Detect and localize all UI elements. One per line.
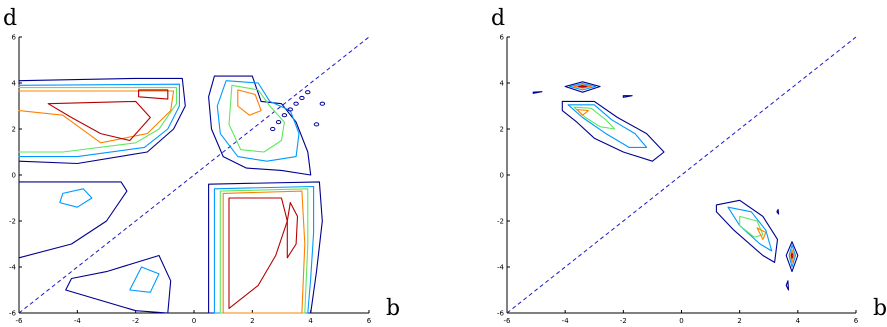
contour-line [59,188,93,208]
contour-ring-marker [319,101,326,106]
contour-line [18,77,186,165]
contour-ring-marker [287,107,293,112]
y-tick-label: 0 [500,172,504,180]
contour-line [577,85,588,88]
contour-line [790,249,795,263]
diagonal-reference-line [506,36,857,314]
x-axis-label: b [386,296,400,321]
x-tick-label: -4 [562,317,570,325]
contour-line [573,84,592,89]
y-axis-label: d [491,6,505,31]
y-tick-label: -4 [9,264,17,272]
y-tick-label: 2 [12,126,16,134]
y-tick-label: 2 [500,126,504,134]
contour-line [622,95,633,98]
x-tick-label: 0 [679,317,683,325]
contour-line [790,252,794,259]
contour-line [785,241,799,273]
contour-line [568,82,597,91]
contour-line [561,100,665,162]
contour-line [564,81,601,93]
contour-line [18,181,128,259]
x-tick-label: 2 [250,317,254,325]
contour-line [788,244,797,268]
x-tick-label: 6 [367,317,372,325]
contour-ring-marker [313,122,320,127]
contour-ring-marker [299,95,305,101]
y-tick-label: -2 [9,218,16,226]
contour-ring-marker [293,101,299,106]
contour-line [222,190,306,314]
x-tick-label: -2 [132,317,139,325]
contour-line [532,91,543,94]
x-axis-label: b [873,296,887,321]
contour-ring-marker [275,120,282,125]
y-tick-label: -6 [497,310,505,318]
contour-line [47,100,151,142]
contour-line [228,84,285,153]
contour-line [237,89,262,116]
contour-panel-right: -6 -4 -2 0 2 4 6 -6 -4 -2 0 2 4 6 d b [491,6,887,325]
contour-line [129,266,160,293]
contour-line [776,208,780,215]
contour-line [18,87,178,153]
contour-line [715,199,779,263]
contour-line [219,188,309,314]
y-tick-label: -2 [497,218,504,226]
contour-line [286,202,299,259]
y-axis-label: d [3,6,17,31]
y-tick-label: -4 [497,264,505,272]
y-tick-label: -6 [9,310,17,318]
contour-panel-left: -6 -4 -2 0 2 4 6 -6 -4 -2 0 2 4 6 d b [3,6,400,325]
contour-line [138,89,169,100]
y-tick-label: 6 [500,34,505,42]
contour-ring-marker [281,113,288,118]
x-tick-label: 2 [737,317,741,325]
x-tick-label: 4 [796,317,801,325]
contour-line [739,215,764,238]
contour-line [213,185,315,314]
x-tick-label: -6 [504,317,512,325]
contour-line [208,75,312,176]
x-tick-label: -2 [620,317,627,325]
contour-line [65,254,172,314]
contour-line [567,104,648,148]
contour-line [228,197,288,309]
x-tick-label: -6 [16,317,24,325]
y-tick-label: 6 [12,34,17,42]
x-tick-label: 6 [854,317,859,325]
x-tick-label: -4 [74,317,82,325]
contour-line [756,227,767,240]
contour-line [785,280,790,291]
contour-line [18,90,175,144]
contour-line [573,106,616,130]
contour-line [576,108,589,116]
contour-line [216,80,300,162]
contour-ring-marker [270,126,276,132]
x-tick-label: 4 [308,317,313,325]
contour-line [208,181,323,314]
y-tick-label: 0 [12,172,16,180]
diagonal-reference-line [18,36,370,314]
x-tick-label: 0 [192,317,196,325]
contour-line [18,83,180,158]
y-tick-label: 4 [500,80,505,88]
contour-ring-marker [305,90,311,95]
y-tick-label: 4 [12,80,17,88]
